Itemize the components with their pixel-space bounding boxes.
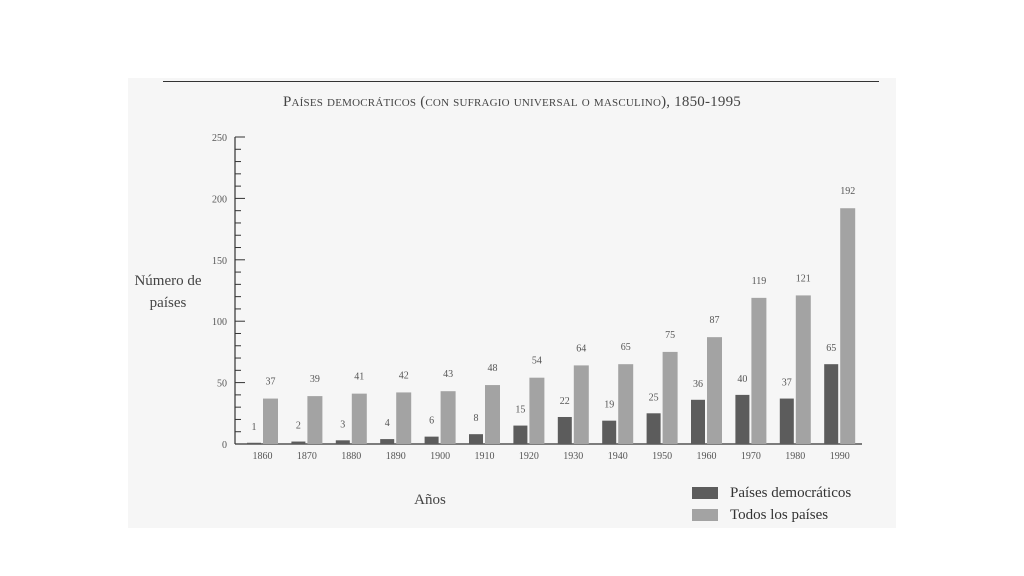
bar-democratic [735,394,750,444]
x-tick-label: 1950 [652,451,672,462]
bar-democratic [646,413,661,444]
bar-all [485,385,500,444]
legend-label-all: Todos los países [730,506,829,523]
data-label-all: 42 [399,370,409,381]
data-label-democratic: 22 [560,396,570,407]
bar-democratic [380,439,395,444]
data-label-all: 75 [665,330,675,341]
data-label-all: 87 [710,315,720,326]
legend: Países democráticos Todos los países [692,483,851,527]
bar-democratic [469,434,483,444]
data-label-democratic: 65 [826,343,836,354]
data-label-democratic: 40 [737,374,747,385]
x-tick-label: 1890 [386,451,406,462]
data-label-all: 119 [752,276,767,287]
data-label-all: 41 [354,372,364,383]
data-label-all: 37 [266,377,276,388]
data-label-democratic: 25 [649,392,659,403]
data-label-all: 48 [488,363,498,374]
data-label-all: 39 [310,374,320,385]
bar-all [440,391,456,444]
bar-all [662,351,678,444]
legend-swatch-all [692,509,718,521]
bar-democratic [691,399,705,444]
y-tick-label: 0 [222,440,227,451]
x-tick-label: 1880 [341,451,361,462]
x-tick-label: 1930 [563,451,583,462]
bar-all [529,377,545,444]
data-label-democratic: 2 [296,421,301,432]
x-axis-label: Años [414,492,446,508]
data-label-democratic: 19 [604,400,614,411]
data-label-all: 121 [796,273,811,284]
x-tick-label: 1860 [253,451,273,462]
bar-all [573,365,589,444]
bar-all [351,393,367,444]
x-tick-label: 1980 [785,451,805,462]
data-label-democratic: 4 [385,418,390,429]
data-label-democratic: 3 [340,419,345,430]
bar-democratic [335,440,350,444]
chart-panel [128,78,896,528]
bar-democratic [602,420,617,444]
data-label-all: 65 [621,342,631,353]
legend-label-democratic: Países democráticos [730,484,852,501]
x-tick-label: 1870 [297,451,317,462]
x-tick-label: 1970 [741,451,761,462]
y-tick-label: 100 [212,317,227,328]
y-tick-label: 200 [212,194,227,205]
x-tick-label: 1920 [519,451,539,462]
x-tick-label: 1990 [830,451,850,462]
bar-democratic [247,442,261,444]
y-tick-label: 150 [212,256,227,267]
data-label-all: 43 [443,369,453,380]
bar-all [751,297,767,444]
x-tick-label: 1940 [608,451,628,462]
y-axis-label: Número de países [134,273,202,311]
data-label-democratic: 36 [693,379,703,390]
x-tick-label: 1960 [697,451,717,462]
data-label-democratic: 1 [252,422,257,433]
bar-democratic [513,425,528,444]
y-tick-label: 50 [217,379,227,390]
y-tick-label: 250 [212,133,227,144]
data-label-democratic: 15 [515,405,525,416]
x-tick-label: 1900 [430,451,450,462]
chart-title: Países democráticos (con sufragio univer… [283,94,741,110]
bar-all [396,392,412,444]
data-label-all: 54 [532,356,542,367]
bar-all [840,208,856,444]
legend-swatch-democratic [692,487,718,499]
data-label-all: 192 [840,186,855,197]
bar-democratic [291,441,306,444]
data-label-democratic: 37 [782,378,792,389]
bar-all [707,337,722,444]
top-rule [163,81,879,82]
data-label-democratic: 6 [429,416,434,427]
bar-democratic [824,364,839,444]
data-label-all: 64 [576,343,586,354]
x-tick-label: 1910 [475,451,495,462]
bar-democratic [557,416,572,444]
legend-item-democratic: Países democráticos [692,483,851,503]
bar-all [307,396,323,444]
legend-item-all: Todos los países [692,505,851,525]
data-label-democratic: 8 [474,413,479,424]
bar-democratic [779,398,794,444]
bar-all [795,295,811,444]
bar-all [618,364,634,444]
bar-all [263,398,278,444]
bar-democratic [424,436,439,444]
